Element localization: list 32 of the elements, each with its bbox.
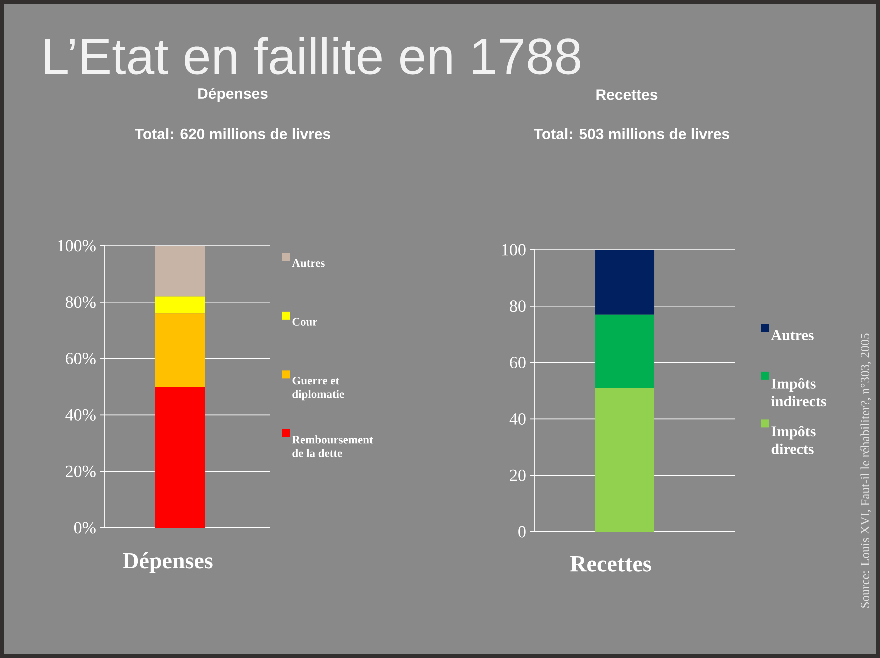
y-tick-label: 40 bbox=[510, 413, 526, 425]
legend-label: Guerre et diplomatie bbox=[292, 376, 344, 401]
chart-title: Dépenses bbox=[198, 88, 268, 102]
bar bbox=[155, 387, 205, 528]
y-tick-label: 20 bbox=[510, 470, 526, 482]
bar bbox=[596, 250, 655, 315]
y-tick-label: 100% bbox=[58, 240, 96, 252]
y-tick-label: 0 bbox=[518, 526, 526, 538]
legend-label: Autres bbox=[292, 259, 325, 268]
text: L’Etat en faillite en 1788 bbox=[45, 37, 580, 75]
y-tick-label: 20% bbox=[66, 466, 96, 478]
y-tick-label: 80% bbox=[66, 296, 96, 308]
bar bbox=[155, 296, 205, 314]
y-tick-label: 0% bbox=[74, 522, 96, 534]
y-tick-label: 80 bbox=[510, 300, 526, 312]
bar bbox=[596, 314, 655, 388]
y-tick-label: 100 bbox=[502, 244, 526, 256]
chart-title: Recettes bbox=[596, 90, 658, 100]
chart-subtitle: Total: 503 millions de livres bbox=[534, 128, 730, 140]
chart-subtitle: Total: 620 millions de livres bbox=[135, 128, 330, 140]
y-tick-label: 60% bbox=[66, 353, 96, 365]
bar bbox=[155, 314, 205, 387]
bar bbox=[596, 388, 655, 532]
y-tick-label: 60 bbox=[510, 357, 526, 369]
y-tick-label: 40% bbox=[66, 409, 96, 421]
legend-label: Impôts indirects bbox=[772, 378, 826, 407]
source-note: Source: Louis XVI, Faut-il le réhabiliter?, n°303, 2005 bbox=[860, 334, 872, 608]
bar bbox=[155, 246, 205, 297]
legend-label: Remboursement de la dette bbox=[292, 436, 374, 458]
legend-label: Autres bbox=[771, 330, 814, 341]
legend-label: Impôts directs bbox=[772, 426, 816, 454]
legend-label: Cour bbox=[292, 318, 318, 326]
